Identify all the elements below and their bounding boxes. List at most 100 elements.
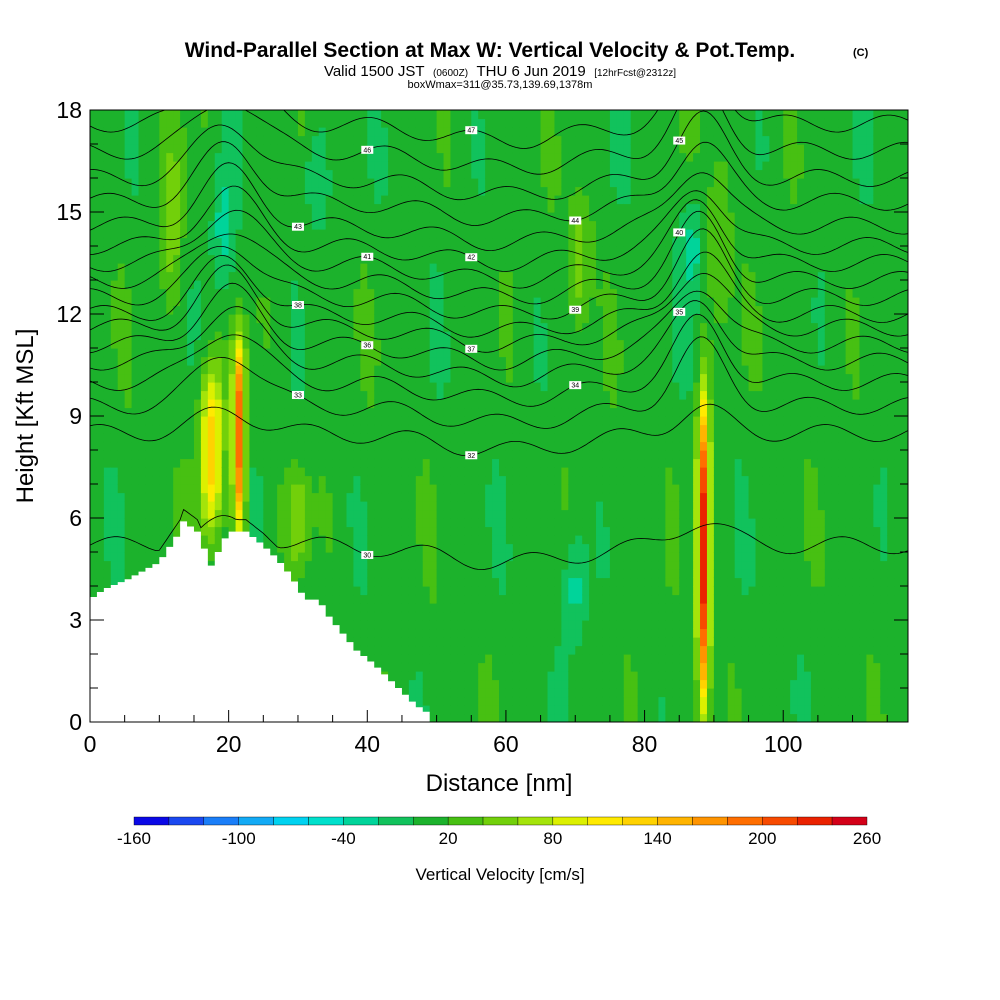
- heatmap-cell: [304, 195, 313, 205]
- heatmap-cell: [221, 237, 230, 247]
- heatmap-cell: [381, 144, 389, 154]
- heatmap-cell: [249, 118, 257, 128]
- heatmap-cell: [180, 186, 188, 196]
- heatmap-cell: [429, 688, 438, 698]
- heatmap-cell: [561, 433, 569, 443]
- heatmap-cell: [554, 271, 562, 281]
- heatmap-cell: [235, 169, 244, 179]
- heatmap-cell: [547, 654, 556, 664]
- heatmap-cell: [353, 356, 361, 366]
- heatmap-cell: [263, 416, 271, 426]
- heatmap-cell: [304, 288, 313, 298]
- heatmap-cell: [540, 501, 549, 511]
- heatmap-cell: [138, 382, 147, 392]
- heatmap-cell: [166, 458, 174, 468]
- heatmap-cell: [367, 195, 375, 205]
- heatmap-cell: [131, 246, 140, 256]
- heatmap-cell: [284, 331, 292, 341]
- heatmap-cell: [381, 399, 389, 409]
- heatmap-cell: [554, 552, 562, 562]
- heatmap-cell: [436, 144, 445, 154]
- heatmap-cell: [381, 365, 389, 375]
- heatmap-cell: [443, 552, 452, 562]
- heatmap-cell: [110, 441, 119, 451]
- heatmap-cell: [395, 620, 403, 630]
- heatmap-cell: [561, 144, 569, 154]
- heatmap-cell: [540, 390, 549, 400]
- heatmap-cell: [277, 322, 285, 332]
- heatmap-cell: [270, 382, 278, 392]
- heatmap-cell: [235, 518, 244, 528]
- heatmap-cell: [346, 458, 355, 468]
- heatmap-cell: [436, 263, 445, 273]
- heatmap-cell: [554, 161, 562, 171]
- heatmap-cell: [505, 237, 514, 247]
- heatmap-cell: [381, 314, 389, 324]
- heatmap-cell: [96, 416, 105, 426]
- heatmap-cell: [505, 416, 514, 426]
- heatmap-cell: [381, 203, 389, 213]
- heatmap-cell: [173, 509, 181, 519]
- heatmap-cell: [485, 467, 493, 477]
- heatmap-cell: [96, 365, 105, 375]
- heatmap-cell: [381, 441, 389, 451]
- heatmap-cell: [443, 662, 452, 672]
- heatmap-cell: [145, 110, 153, 120]
- heatmap-cell: [561, 705, 569, 715]
- heatmap-cell: [228, 161, 237, 171]
- heatmap-cell: [374, 577, 382, 587]
- heatmap-cell: [284, 484, 292, 494]
- heatmap-cell: [311, 263, 320, 273]
- heatmap-cell: [519, 637, 528, 647]
- heatmap-cell: [360, 135, 368, 145]
- heatmap-cell: [96, 348, 105, 358]
- heatmap-cell: [339, 620, 348, 630]
- heatmap-cell: [311, 492, 320, 502]
- heatmap-cell: [193, 169, 202, 179]
- heatmap-cell: [291, 441, 299, 451]
- heatmap-cell: [499, 424, 507, 434]
- chart-title: Wind-Parallel Section at Max W: Vertical…: [185, 39, 796, 62]
- heatmap-cell: [519, 331, 528, 341]
- heatmap-cell: [422, 654, 431, 664]
- heatmap-cell: [388, 628, 396, 638]
- heatmap-cell: [478, 484, 486, 494]
- heatmap-cell: [436, 654, 445, 664]
- heatmap-cell: [339, 560, 348, 570]
- heatmap-cell: [374, 280, 382, 290]
- heatmap-cell: [339, 271, 348, 281]
- heatmap-cell: [207, 127, 216, 137]
- heatmap-cell: [193, 450, 202, 460]
- heatmap-cell: [166, 254, 174, 264]
- heatmap-cell: [173, 271, 181, 281]
- heatmap-cell: [277, 144, 285, 154]
- heatmap-cell: [214, 169, 223, 179]
- heatmap-cell: [526, 161, 535, 171]
- heatmap-cell: [193, 484, 202, 494]
- heatmap-cell: [547, 518, 556, 528]
- heatmap-cell: [554, 611, 562, 621]
- heatmap-cell: [561, 314, 569, 324]
- heatmap-cell: [360, 645, 368, 655]
- heatmap-cell: [311, 475, 320, 485]
- heatmap-cell: [90, 467, 98, 477]
- heatmap-cell: [277, 203, 285, 213]
- heatmap-cell: [415, 628, 424, 638]
- heatmap-cell: [187, 467, 195, 477]
- heatmap-cell: [332, 594, 341, 604]
- heatmap-cell: [318, 144, 327, 154]
- heatmap-cell: [485, 518, 493, 528]
- heatmap-cell: [235, 492, 244, 502]
- heatmap-cell: [429, 492, 438, 502]
- heatmap-cell: [512, 645, 521, 655]
- heatmap-cell: [526, 671, 535, 681]
- heatmap-cell: [367, 645, 375, 655]
- heatmap-cell: [471, 203, 479, 213]
- heatmap-cell: [499, 552, 507, 562]
- heatmap-cell: [505, 135, 514, 145]
- heatmap-cell: [159, 467, 167, 477]
- heatmap-cell: [512, 271, 521, 281]
- heatmap-cell: [401, 152, 410, 162]
- heatmap-cell: [263, 441, 271, 451]
- heatmap-cell: [512, 322, 521, 332]
